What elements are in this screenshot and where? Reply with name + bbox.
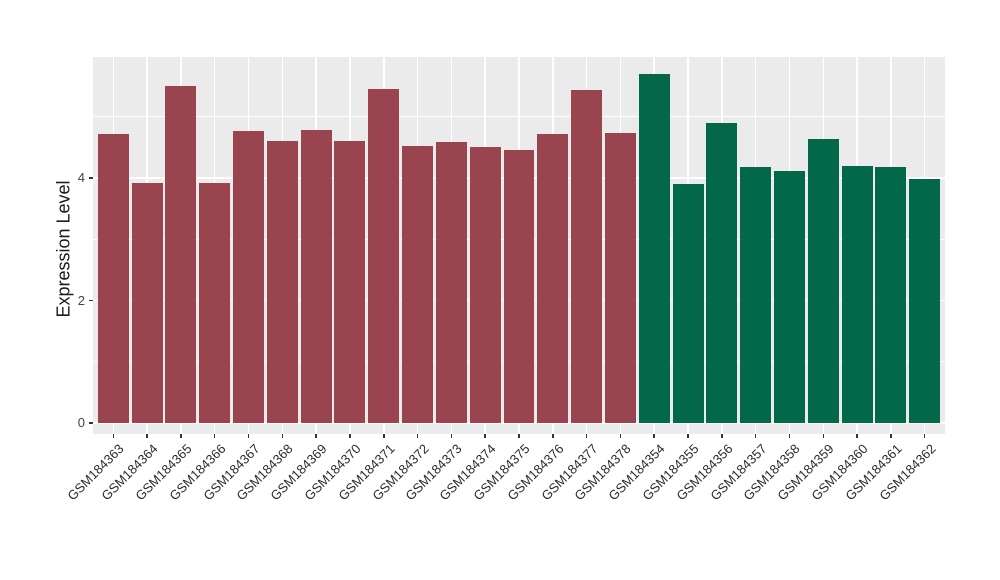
bar-GSM184354 <box>638 74 670 423</box>
bar-GSM184375 <box>503 150 535 423</box>
x-tick-mark <box>450 434 453 438</box>
x-tick-mark <box>315 434 317 438</box>
y-tick-mark <box>89 299 93 302</box>
plot-panel <box>93 57 945 434</box>
bar-GSM184362 <box>909 179 941 423</box>
bar-GSM184371 <box>368 89 400 423</box>
x-tick-mark <box>383 434 385 438</box>
x-tick-mark <box>281 434 284 438</box>
bar-GSM184365 <box>165 85 197 423</box>
bar-GSM184363 <box>97 133 129 423</box>
bar-GSM184368 <box>266 140 298 423</box>
x-tick-mark <box>856 434 858 438</box>
gridline-major <box>93 422 945 424</box>
bar-GSM184366 <box>199 182 231 423</box>
y-tick-mark <box>89 177 93 179</box>
gridline-minor <box>93 116 945 118</box>
bar-GSM184358 <box>774 171 805 423</box>
x-tick-mark <box>687 434 689 438</box>
x-tick-mark <box>754 434 757 438</box>
x-tick-mark <box>552 434 554 438</box>
x-tick-mark <box>247 434 250 438</box>
bar-GSM184367 <box>233 131 264 423</box>
x-tick-mark <box>653 434 655 438</box>
x-tick-mark <box>484 434 486 438</box>
bar-GSM184378 <box>604 132 636 423</box>
y-tick-label: 2 <box>77 292 85 308</box>
x-tick-mark <box>619 434 622 438</box>
bar-GSM184364 <box>131 182 163 423</box>
x-tick-mark <box>923 434 926 438</box>
x-tick-mark <box>890 434 892 438</box>
bar-GSM184373 <box>435 142 467 423</box>
x-tick-mark <box>518 434 520 438</box>
y-axis-title: Expression Level <box>53 180 74 318</box>
x-tick-mark <box>112 434 115 438</box>
bar-GSM184369 <box>300 129 332 423</box>
bar-GSM184372 <box>402 146 434 423</box>
bar-GSM184370 <box>334 140 366 423</box>
bar-GSM184376 <box>537 133 569 423</box>
x-tick-mark <box>585 434 588 438</box>
bar-GSM184359 <box>807 138 839 423</box>
x-tick-mark <box>213 434 216 438</box>
bar-GSM184356 <box>706 123 738 423</box>
y-tick-mark <box>89 422 93 424</box>
bar-GSM184355 <box>672 183 704 423</box>
y-tick-label: 4 <box>77 170 85 185</box>
x-tick-mark <box>788 434 791 438</box>
bar-GSM184360 <box>841 166 873 423</box>
x-tick-mark <box>416 434 419 438</box>
x-tick-mark <box>721 434 723 438</box>
bar-GSM184357 <box>740 166 772 423</box>
x-tick-mark <box>146 434 148 438</box>
x-tick-mark <box>822 434 825 438</box>
bar-GSM184377 <box>571 89 603 423</box>
x-tick-mark <box>349 434 351 438</box>
y-tick-label: 0 <box>77 415 85 430</box>
x-tick-mark <box>180 434 182 438</box>
bar-GSM184361 <box>875 166 907 423</box>
bar-GSM184374 <box>469 147 501 423</box>
